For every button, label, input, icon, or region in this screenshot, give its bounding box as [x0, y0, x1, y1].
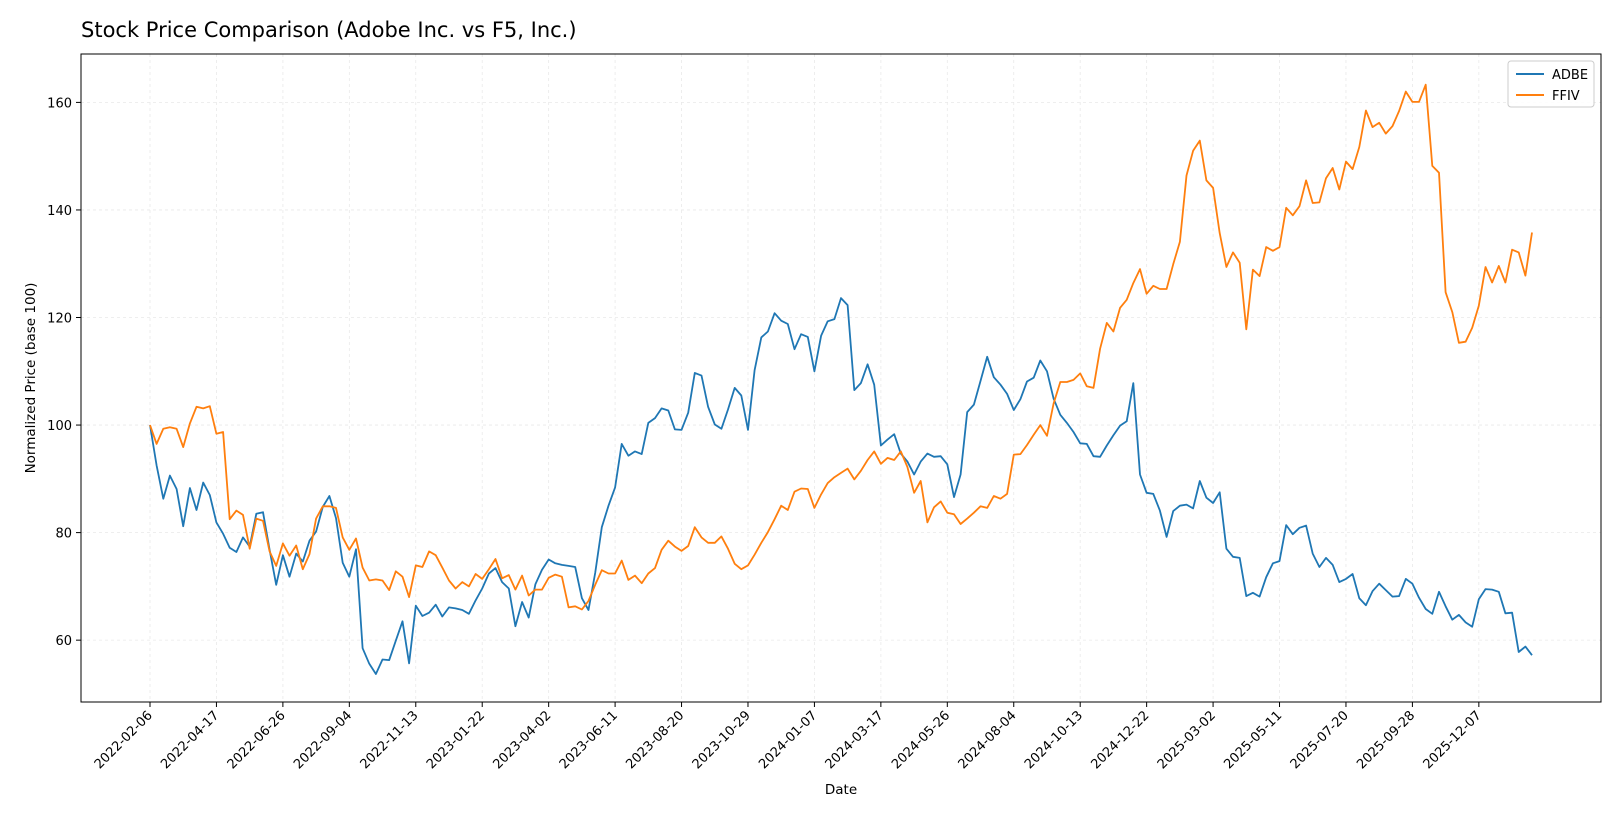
x-axis: 2022-02-06 2022-04-17 2022-06-26 2022-09-04… [92, 702, 1485, 772]
y-tick-label: 140 [47, 204, 72, 219]
x-tick-label: 2022-06-26 [225, 708, 289, 772]
x-tick-label: 2024-12-22 [1088, 708, 1152, 772]
x-tick-label: 2025-12-07 [1421, 708, 1485, 772]
x-tick-label: 2024-08-04 [956, 708, 1020, 772]
y-axis: 60 80 100 120 140 160 [47, 96, 81, 649]
x-axis-label: Date [825, 782, 857, 798]
x-tick-label: 2023-06-11 [557, 708, 621, 772]
x-tick-label: 2023-08-20 [623, 708, 687, 772]
x-tick-label: 2023-10-29 [690, 708, 754, 772]
x-tick-label: 2025-05-11 [1221, 708, 1285, 772]
y-tick-label: 60 [55, 634, 72, 649]
x-tick-label: 2025-07-20 [1288, 708, 1352, 772]
y-tick-label: 100 [47, 419, 72, 434]
x-tick-label: 2024-03-17 [823, 708, 887, 772]
legend-label-adbe: ADBE [1552, 68, 1588, 83]
x-tick-label: 2022-09-04 [291, 708, 355, 772]
legend-label-ffiv: FFIV [1552, 89, 1580, 104]
chart-title: Stock Price Comparison (Adobe Inc. vs F5… [81, 18, 577, 42]
series-line-adbe [149, 297, 1533, 675]
series-lines [149, 83, 1533, 675]
x-tick-label: 2022-04-17 [158, 708, 222, 772]
x-tick-label: 2024-01-07 [756, 708, 820, 772]
series-line-ffiv [149, 83, 1533, 611]
x-tick-label: 2023-04-02 [490, 708, 554, 772]
y-axis-label: Normalized Price (base 100) [23, 283, 39, 474]
y-tick-label: 120 [47, 312, 72, 327]
x-tick-label: 2023-01-22 [424, 708, 488, 772]
y-tick-label: 160 [47, 96, 72, 111]
x-tick-label: 2022-02-06 [92, 708, 156, 772]
legend: ADBE FFIV [1507, 60, 1595, 108]
x-tick-label: 2025-09-28 [1354, 708, 1418, 772]
x-tick-label: 2022-11-13 [358, 708, 422, 772]
x-tick-label: 2025-03-02 [1155, 708, 1219, 772]
x-tick-label: 2024-05-26 [889, 708, 953, 772]
plot-frame [80, 53, 1602, 703]
x-tick-label: 2024-10-13 [1022, 708, 1086, 772]
grid-lines [81, 54, 1601, 702]
y-tick-label: 80 [55, 527, 72, 542]
